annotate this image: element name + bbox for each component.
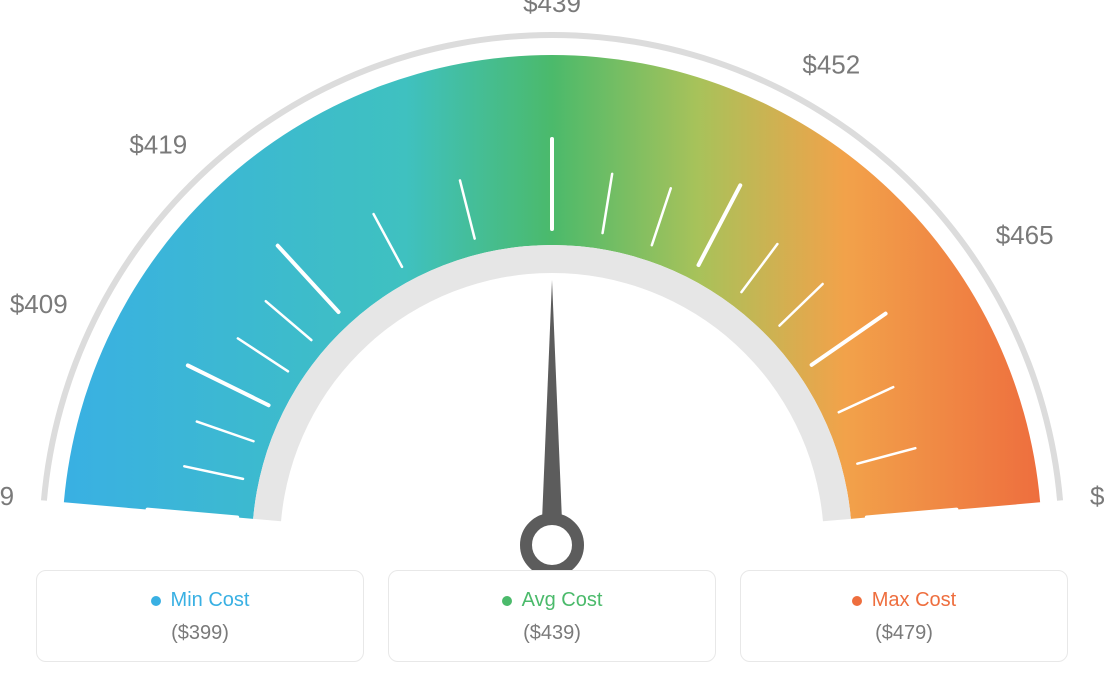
cost-gauge-chart: $399 $409 $419 $439 $452 $465 $479 — [0, 0, 1104, 570]
legend-value-max: ($479) — [755, 622, 1053, 645]
legend-title-min: Min Cost — [171, 589, 250, 612]
legend-card-avg: Avg Cost ($439) — [388, 570, 716, 662]
svg-text:$419: $419 — [129, 130, 187, 160]
svg-text:$479: $479 — [1090, 481, 1104, 511]
svg-text:$465: $465 — [996, 220, 1054, 250]
legend-value-avg: ($439) — [403, 622, 701, 645]
legend-dot-max — [852, 596, 862, 606]
legend-value-min: ($399) — [51, 622, 349, 645]
svg-text:$409: $409 — [10, 289, 68, 319]
legend-title-avg: Avg Cost — [522, 589, 603, 612]
legend-dot-min — [151, 596, 161, 606]
svg-text:$399: $399 — [0, 481, 14, 511]
legend-title-max: Max Cost — [872, 589, 956, 612]
legend-dot-avg — [502, 596, 512, 606]
legend-card-max: Max Cost ($479) — [740, 570, 1068, 662]
svg-text:$439: $439 — [523, 0, 581, 18]
legend-card-min: Min Cost ($399) — [36, 570, 364, 662]
svg-text:$452: $452 — [802, 49, 860, 79]
legend-row: Min Cost ($399) Avg Cost ($439) Max Cost… — [12, 570, 1092, 682]
